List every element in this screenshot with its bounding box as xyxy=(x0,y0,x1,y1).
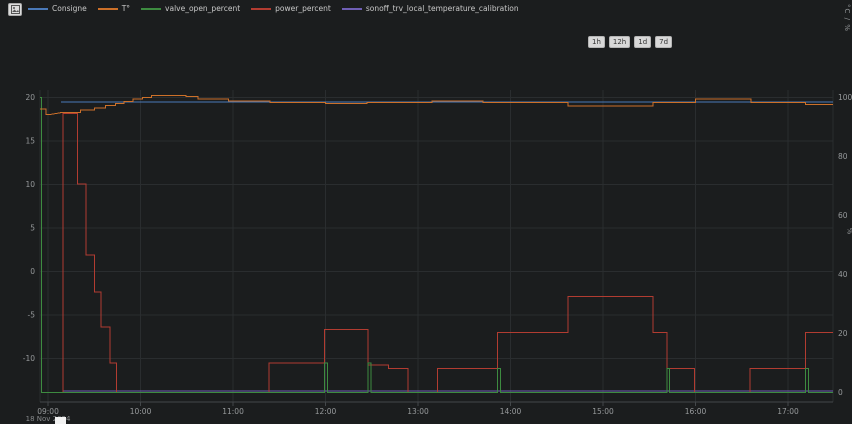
series-T° xyxy=(40,94,833,115)
y-right-tick-label: 20 xyxy=(838,329,848,338)
legend-swatch xyxy=(251,7,272,10)
legend-item-3[interactable]: power_percent xyxy=(251,4,331,13)
x-tick-label: 14:00 xyxy=(500,407,522,416)
y-left-tick-label: 20 xyxy=(25,93,35,102)
range-button-1h[interactable]: 1h xyxy=(588,36,605,48)
legend-label: Consigne xyxy=(52,4,87,13)
legend-swatch xyxy=(97,7,118,10)
x-tick-label: 11:00 xyxy=(222,407,244,416)
y-left-tick-label: -10 xyxy=(23,354,35,363)
right-axis-percent-label: % xyxy=(846,228,852,235)
range-button-1d[interactable]: 1d xyxy=(634,36,652,48)
y-right-tick-label: 100 xyxy=(838,93,852,102)
legend-swatch xyxy=(341,7,362,10)
legend-swatch xyxy=(28,7,48,10)
y-left-tick-label: -5 xyxy=(28,310,36,319)
resize-handle[interactable] xyxy=(55,417,66,424)
y-left-tick-label: 0 xyxy=(30,267,35,276)
y-left-tick-label: 10 xyxy=(25,180,35,189)
x-tick-label: 10:00 xyxy=(130,407,152,416)
y-right-tick-label: 60 xyxy=(838,211,848,220)
legend-label: sonoff_trv_local_temperature_calibration xyxy=(365,4,519,13)
legend-label: power_percent xyxy=(275,4,331,13)
range-button-12h[interactable]: 12h xyxy=(608,36,631,48)
y-left-tick-label: 15 xyxy=(25,136,35,145)
legend-item-0[interactable]: Consigne xyxy=(28,4,87,13)
legend-item-1[interactable]: T° xyxy=(97,4,131,13)
chart-legend: Consigne T° valve_open_percent power_percen… xyxy=(28,4,519,13)
right-axis-units-label: °C / % xyxy=(843,4,851,32)
y-right-tick-label: 80 xyxy=(838,152,848,161)
legend-swatch xyxy=(141,7,162,10)
legend-label: T° xyxy=(121,4,131,13)
range-button-7d[interactable]: 7d xyxy=(655,36,673,48)
x-tick-label: 13:00 xyxy=(407,407,429,416)
series-power_percent xyxy=(62,112,833,393)
x-tick-label: 16:00 xyxy=(685,407,707,416)
legend-label: valve_open_percent xyxy=(165,4,241,13)
save-image-button[interactable] xyxy=(8,3,22,16)
y-right-tick-label: 0 xyxy=(838,388,843,397)
series-valve_open_percent xyxy=(40,97,833,393)
range-buttons: 1h 12h 1d 7d xyxy=(588,36,673,48)
x-axis-date-label: 18 Nov 2024 xyxy=(26,415,71,423)
legend-item-4[interactable]: sonoff_trv_local_temperature_calibration xyxy=(341,4,519,13)
y-left-tick-label: 5 xyxy=(30,223,35,232)
image-icon xyxy=(10,5,20,14)
x-tick-label: 15:00 xyxy=(592,407,614,416)
y-right-tick-label: 40 xyxy=(838,270,848,279)
x-tick-label: 17:00 xyxy=(777,407,799,416)
x-tick-label: 12:00 xyxy=(315,407,337,416)
legend-item-2[interactable]: valve_open_percent xyxy=(141,4,240,13)
x-tick-label: 09:00 xyxy=(37,407,59,416)
